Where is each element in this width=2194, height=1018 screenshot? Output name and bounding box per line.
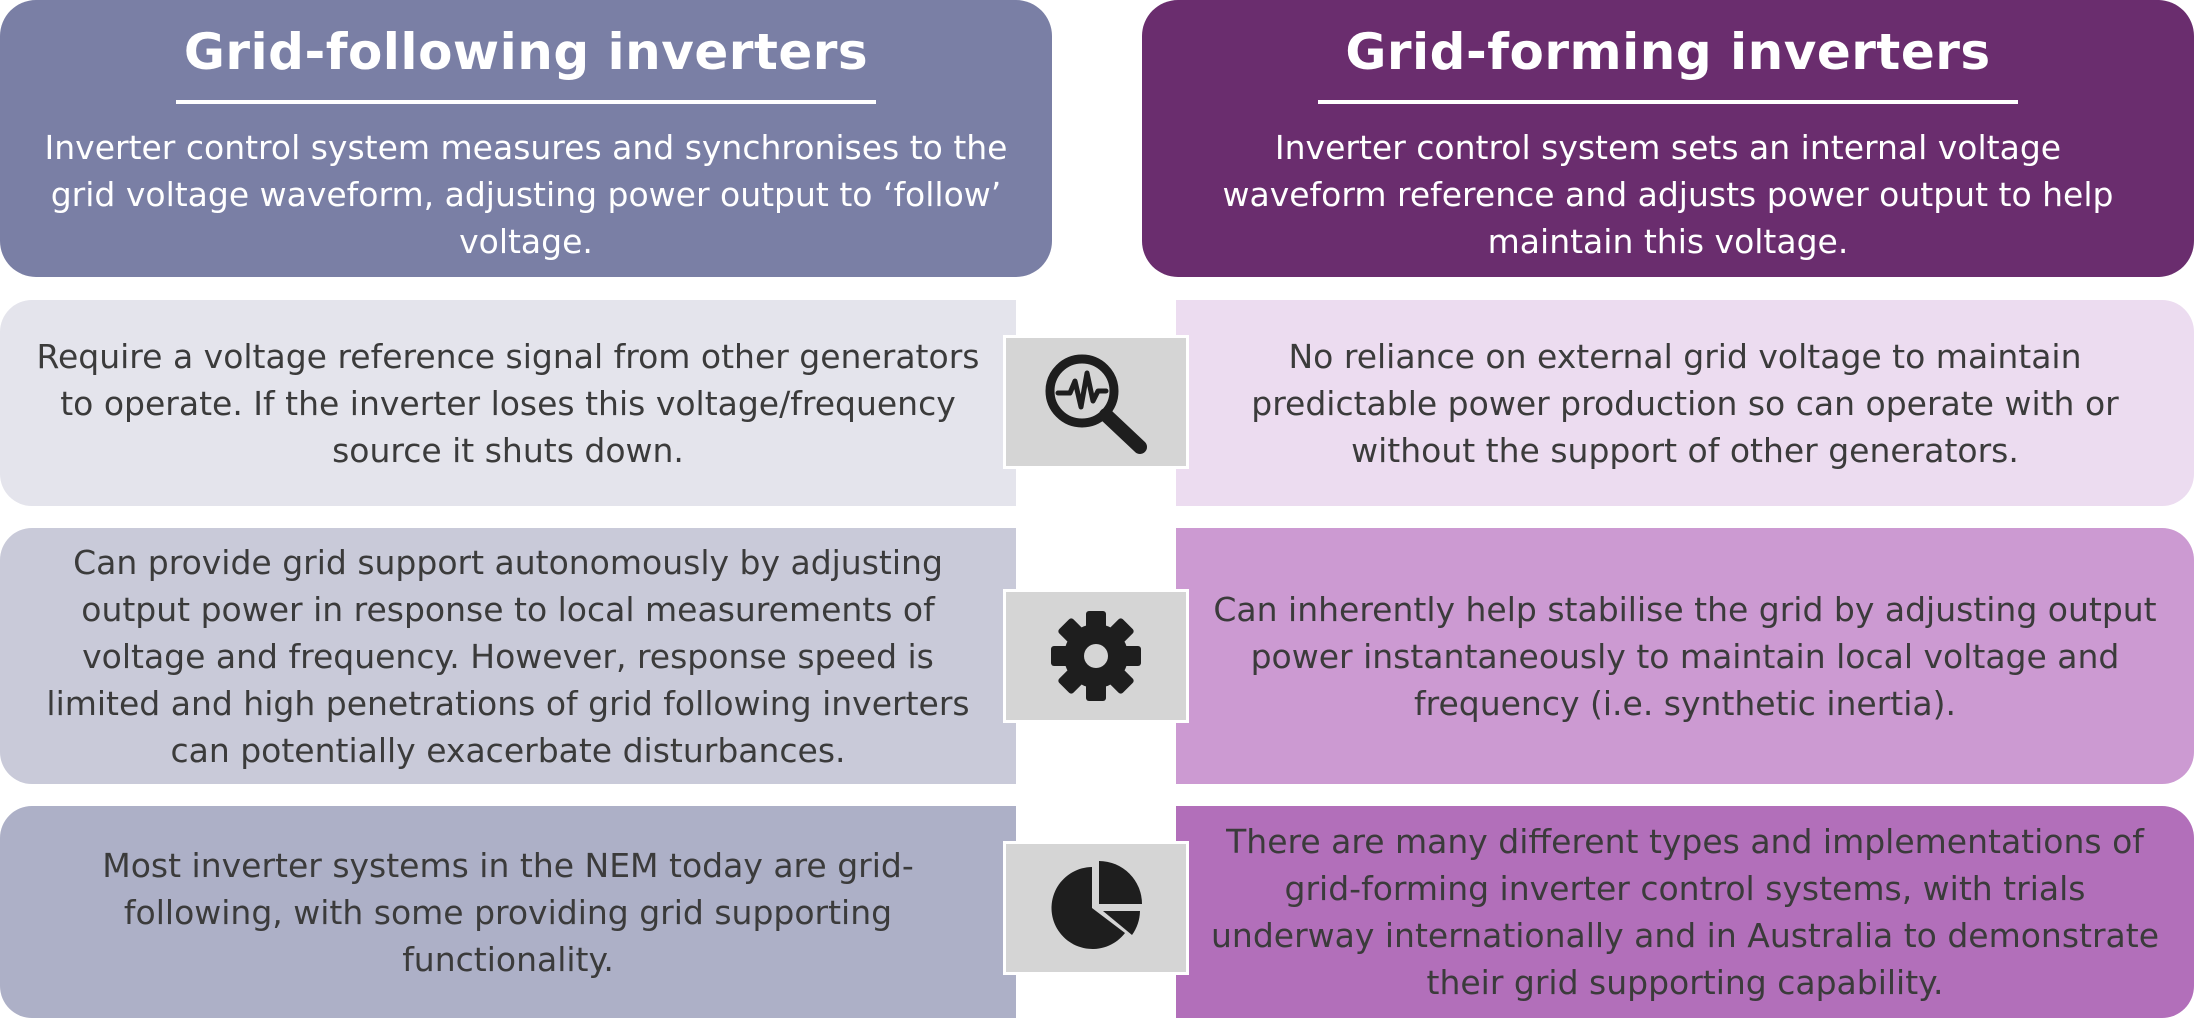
grid-following-description: Inverter control system measures and syn…: [44, 128, 1008, 261]
grid-following-title: Grid-following inverters: [183, 23, 869, 81]
row3-grid-following-text: Most inverter systems in the NEM today a…: [102, 845, 914, 979]
row2-icon-box: [1003, 589, 1189, 723]
title-underline: [1318, 100, 2018, 104]
pie-chart-icon: [1051, 861, 1142, 949]
row3-grid-following-card: Most inverter systems in the NEM today a…: [0, 806, 1016, 1018]
row1-grid-following-text: Require a voltage reference signal from …: [36, 336, 980, 470]
grid-forming-header: Grid-forming inverters Inverter control …: [1142, 0, 2194, 277]
row3-icon-box: [1003, 841, 1189, 975]
row1-grid-following-card: Require a voltage reference signal from …: [0, 300, 1016, 506]
row1-grid-forming-text: No reliance on external grid voltage to …: [1251, 336, 2119, 470]
title-underline: [176, 100, 876, 104]
grid-forming-title: Grid-forming inverters: [1345, 23, 1991, 81]
gear-icon: [1051, 611, 1141, 701]
grid-following-header: Grid-following inverters Inverter contro…: [0, 0, 1052, 277]
row2-grid-following-text: Can provide grid support autonomously by…: [46, 542, 970, 770]
row3-grid-forming-card: There are many different types and imple…: [1176, 806, 2194, 1018]
row2-grid-forming-card: Can inherently help stabilise the grid b…: [1176, 528, 2194, 784]
row1-icon-box: [1003, 335, 1189, 469]
grid-forming-description: Inverter control system sets an internal…: [1222, 128, 2114, 261]
magnifier-waveform-icon: [1045, 354, 1147, 454]
row1-grid-forming-card: No reliance on external grid voltage to …: [1176, 300, 2194, 506]
row3-grid-forming-text: There are many different types and imple…: [1210, 822, 2159, 1002]
row2-grid-forming-text: Can inherently help stabilise the grid b…: [1213, 589, 2157, 723]
row2-grid-following-card: Can provide grid support autonomously by…: [0, 528, 1016, 784]
